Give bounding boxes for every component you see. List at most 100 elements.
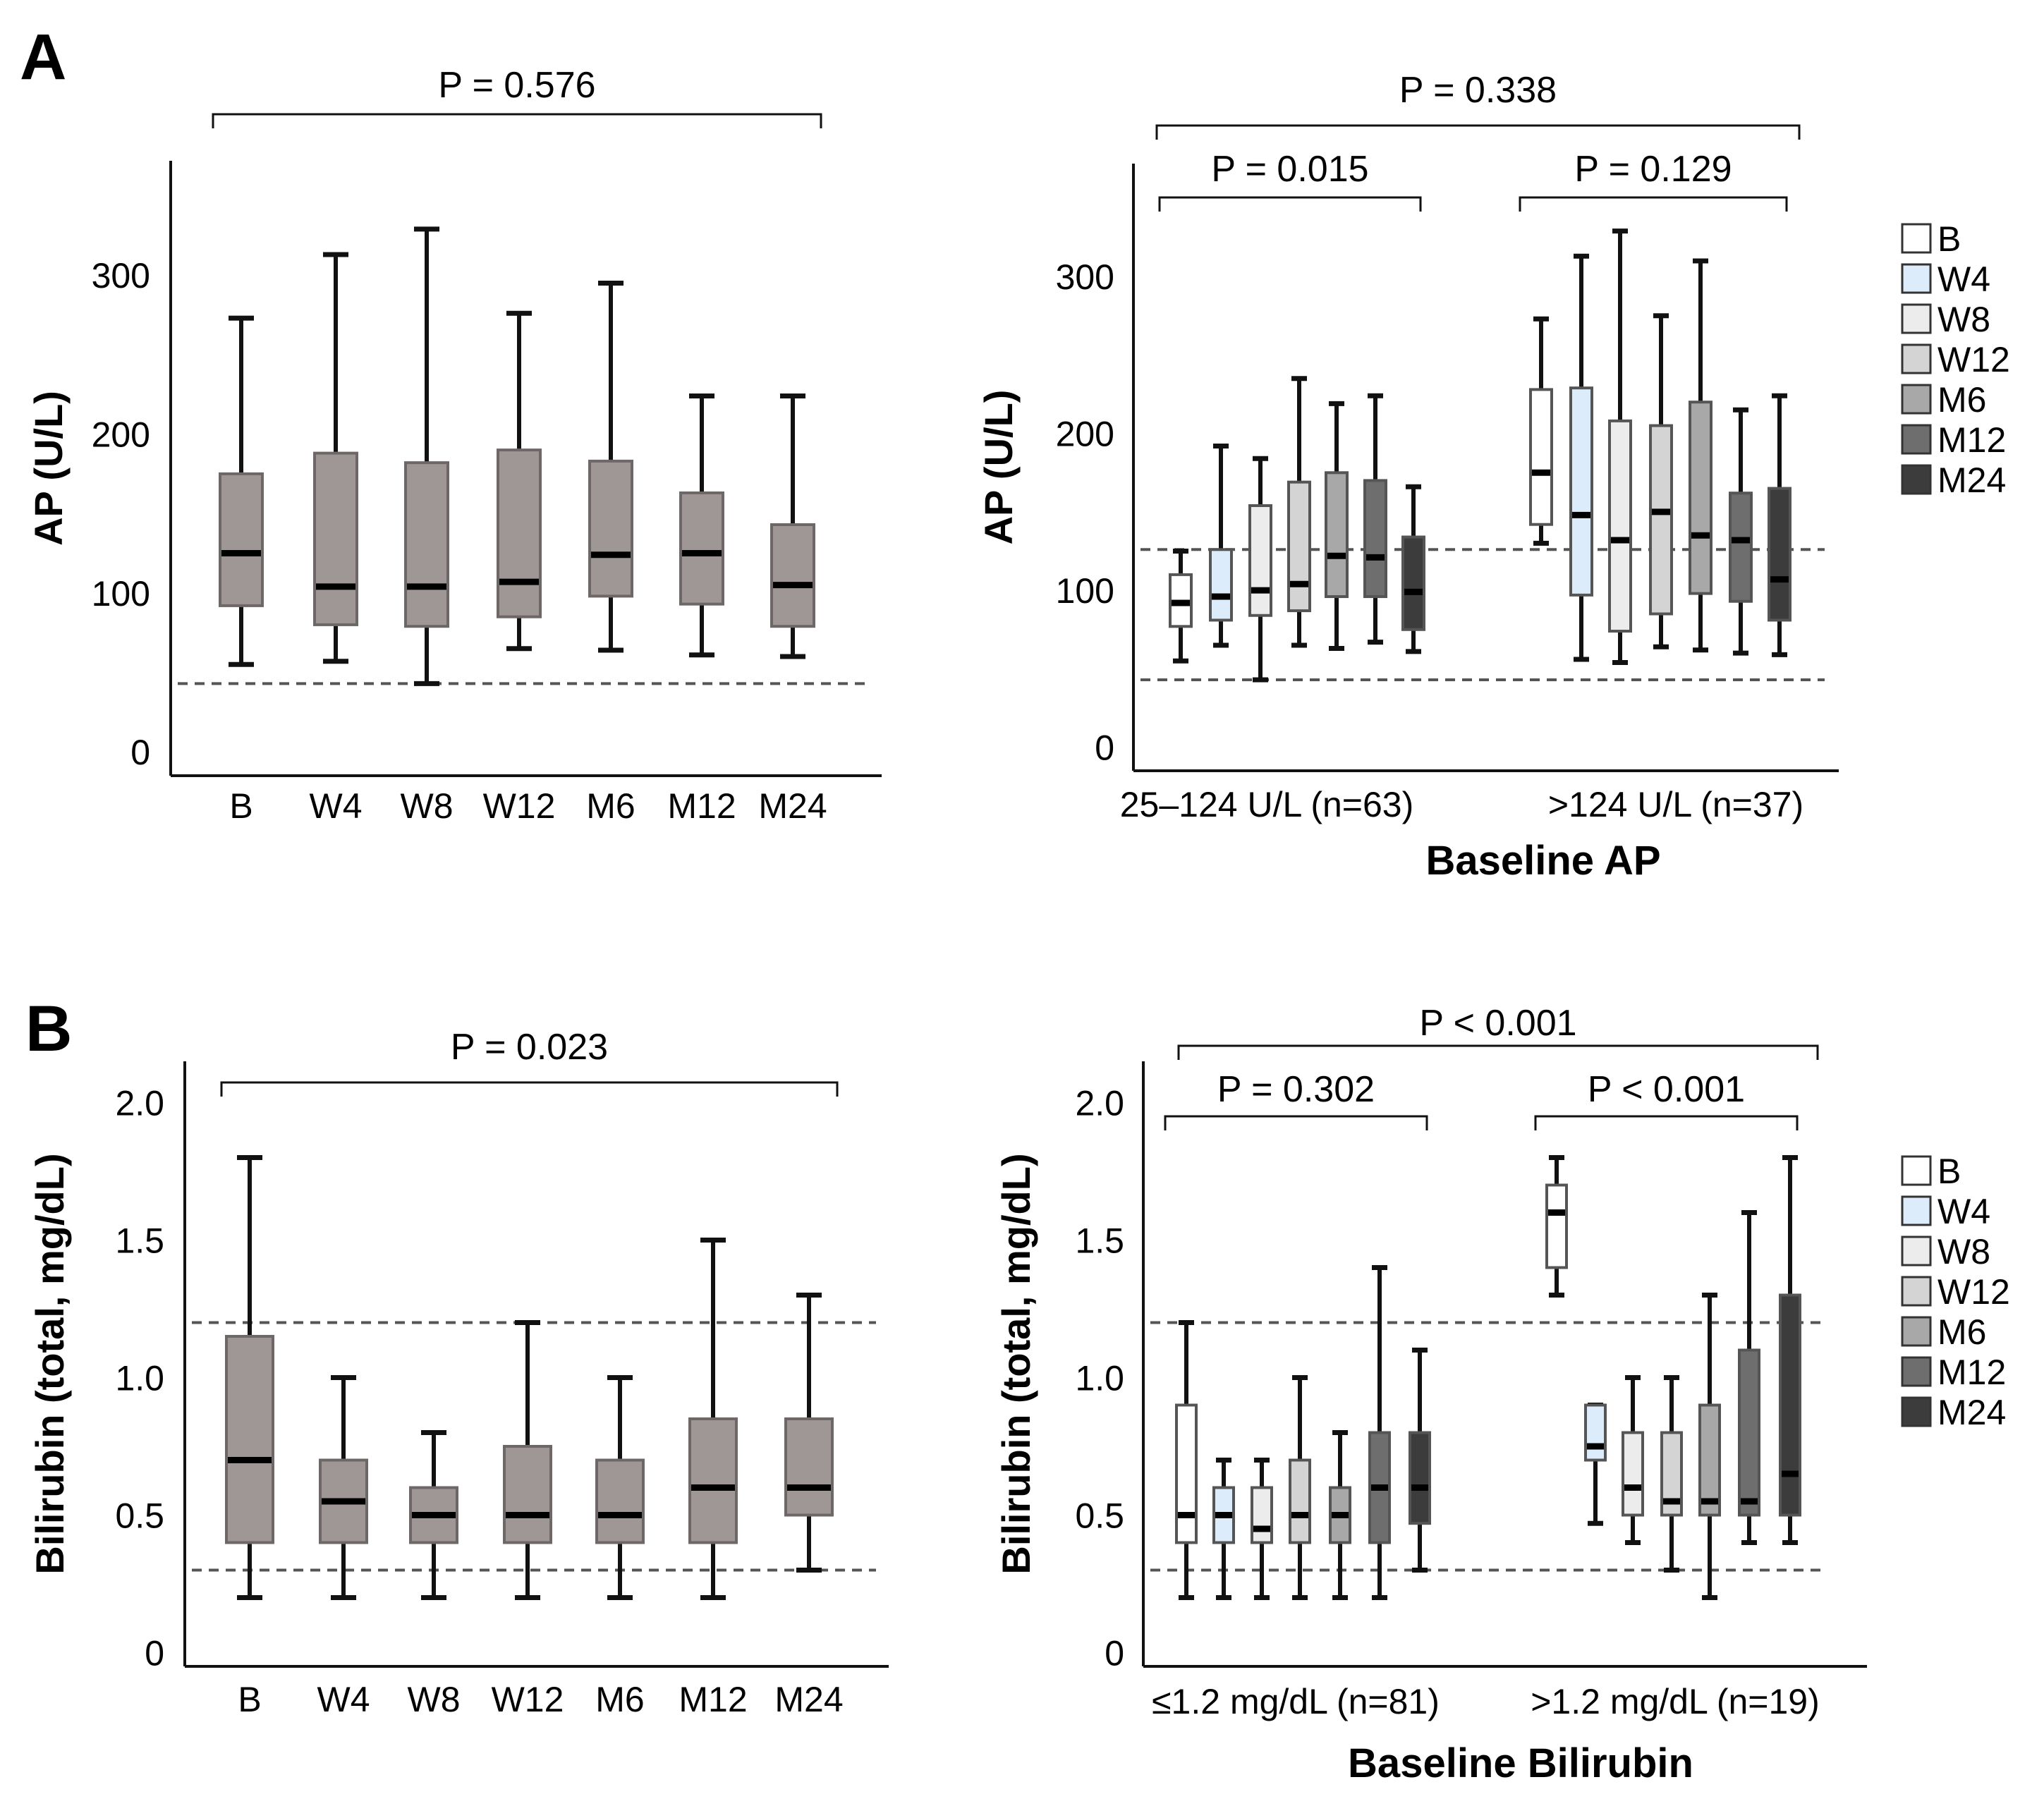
x-tick-label: M6 <box>586 786 635 826</box>
legend-label-m12: M12 <box>1937 1353 2006 1392</box>
legend-swatch-b <box>1901 1155 1932 1186</box>
p-value-overall-bracket <box>212 113 822 128</box>
box-b-iqr <box>219 472 264 607</box>
x-axis-title: Baseline AP <box>1425 838 1660 884</box>
legend-swatch-m24 <box>1901 464 1932 495</box>
y-axis-label: AP (U/L) <box>976 390 1021 545</box>
x-tick-label: W8 <box>401 786 454 826</box>
p-value-group-1-label: P = 0.015 <box>1211 149 1368 190</box>
box-m6-iqr <box>588 459 633 598</box>
x-axis-title: Baseline Bilirubin <box>1348 1740 1693 1786</box>
p-value-overall-label: P = 0.338 <box>1399 70 1557 111</box>
p-value-group-2-label: P < 0.001 <box>1588 1069 1745 1110</box>
box-group1-m24-iqr <box>1409 1431 1431 1525</box>
x-tick-label: B <box>238 1680 261 1719</box>
x-tick-label: B <box>229 786 253 826</box>
box-group2-b-iqr <box>1529 388 1553 526</box>
legend-swatch-w4 <box>1901 263 1932 294</box>
y-tick-label: 2.0 <box>115 1084 164 1123</box>
p-value-overall-bracket <box>1177 1044 1819 1060</box>
y-tick-label: 300 <box>1056 257 1114 297</box>
box-m12-iqr <box>679 491 724 606</box>
legend-label-m24: M24 <box>1937 460 2006 500</box>
x-tick-label: W12 <box>492 1680 564 1719</box>
box-group2-m6-iqr <box>1689 401 1713 595</box>
y-tick-label: 100 <box>92 574 150 614</box>
box-group1-w4-iqr <box>1209 548 1233 622</box>
legend-swatch-w4 <box>1901 1195 1932 1226</box>
box-m24-iqr <box>784 1417 834 1517</box>
legend-swatch-b <box>1901 223 1932 254</box>
box-group2-m24-iqr <box>1779 1293 1801 1517</box>
legend-swatch-m6 <box>1901 1316 1932 1347</box>
y-tick-label: 0 <box>145 1634 164 1673</box>
box-group1-m12-iqr <box>1363 479 1387 599</box>
y-tick-label: 0 <box>1105 1634 1124 1673</box>
group-label-2: >1.2 mg/dL (n=19) <box>1531 1682 1820 1721</box>
group-label-2: >124 U/L (n=37) <box>1548 785 1803 824</box>
y-tick-label: 1.0 <box>1075 1359 1124 1398</box>
box-group1-w12-iqr <box>1289 1458 1311 1544</box>
box-group2-w4-iqr <box>1569 386 1593 597</box>
x-tick-label: W4 <box>310 786 363 826</box>
box-group2-m12-iqr <box>1729 492 1753 603</box>
x-tick-label: W4 <box>317 1680 370 1719</box>
legend-label-w8: W8 <box>1937 1232 1990 1271</box>
legend-label-w4: W4 <box>1937 1192 1990 1231</box>
legend-label-w8: W8 <box>1937 300 1990 339</box>
p-value-group-1-label: P = 0.302 <box>1217 1069 1375 1110</box>
x-tick-label: M6 <box>595 1680 644 1719</box>
y-axis-label: Bilirubin (total, mg/dL) <box>28 1153 72 1574</box>
y-tick-label: 2.0 <box>1075 1084 1124 1123</box>
y-tick-label: 300 <box>92 256 150 295</box>
panel-letter-a: A <box>20 21 66 93</box>
legend-swatch-m12 <box>1901 1356 1932 1387</box>
box-m24-iqr <box>770 523 815 628</box>
box-group2-w8-iqr <box>1608 419 1632 633</box>
legend-label-m6: M6 <box>1937 380 1986 420</box>
y-axis-label: Bilirubin (total, mg/dL) <box>994 1153 1038 1574</box>
legend-label-w12: W12 <box>1937 1272 2010 1312</box>
x-tick-label: M12 <box>679 1680 747 1719</box>
box-group1-m6-iqr <box>1325 471 1349 599</box>
box-group2-w12-iqr <box>1649 424 1673 616</box>
p-value-overall-label: P = 0.576 <box>438 65 595 106</box>
y-tick-label: 1.5 <box>115 1221 164 1261</box>
p-value-group-2-bracket <box>1519 196 1788 212</box>
chart-ap-overall: 0 100 200 300 AP (U/L) B W4 W8 W12 M6 M12 M24 P = 0.… <box>26 65 882 826</box>
box-group1-m24-iqr <box>1401 535 1425 631</box>
box-group2-m24-iqr <box>1768 487 1791 622</box>
p-value-overall-label: P = 0.023 <box>451 1027 608 1068</box>
group-label-1: 25–124 U/L (n=63) <box>1120 785 1414 824</box>
y-tick-label: 100 <box>1056 571 1114 611</box>
legend-label-m6: M6 <box>1937 1312 1986 1352</box>
x-tick-label: M12 <box>667 786 736 826</box>
legend-swatch-w12 <box>1901 343 1932 374</box>
box-w4-iqr <box>313 451 358 626</box>
box-group1-w8-iqr <box>1248 504 1272 617</box>
p-value-group-1-bracket <box>1164 1115 1428 1130</box>
x-tick-label: M24 <box>774 1680 843 1719</box>
y-tick-label: 0.5 <box>115 1496 164 1536</box>
legend-label-w4: W4 <box>1937 260 1990 299</box>
legend-label-b: B <box>1937 219 1961 259</box>
box-group2-w8-iqr <box>1622 1431 1644 1517</box>
legend-swatch-w8 <box>1901 303 1932 334</box>
legend-label-m12: M12 <box>1937 420 2006 460</box>
legend-label-m24: M24 <box>1937 1393 2006 1432</box>
box-group1-b-iqr <box>1175 1403 1198 1544</box>
box-w12-iqr <box>497 448 542 618</box>
box-w12-iqr <box>503 1445 552 1544</box>
p-value-overall-bracket <box>1155 124 1801 140</box>
chart-bilirubin-overall: 0 0.5 1.0 1.5 2.0 Bilirubin (total, mg/dL) B W4… <box>28 1027 889 1719</box>
p-value-group-2-bracket <box>1534 1115 1799 1130</box>
box-group2-m12-iqr <box>1738 1348 1760 1517</box>
box-m12-iqr <box>688 1417 738 1544</box>
box-group2-m6-iqr <box>1698 1403 1721 1517</box>
box-b-iqr <box>225 1335 274 1544</box>
p-value-group-1-bracket <box>1158 196 1422 212</box>
legend-swatch-m6 <box>1901 384 1932 415</box>
box-group1-w8-iqr <box>1251 1486 1273 1544</box>
p-value-overall-bracket <box>220 1081 839 1097</box>
